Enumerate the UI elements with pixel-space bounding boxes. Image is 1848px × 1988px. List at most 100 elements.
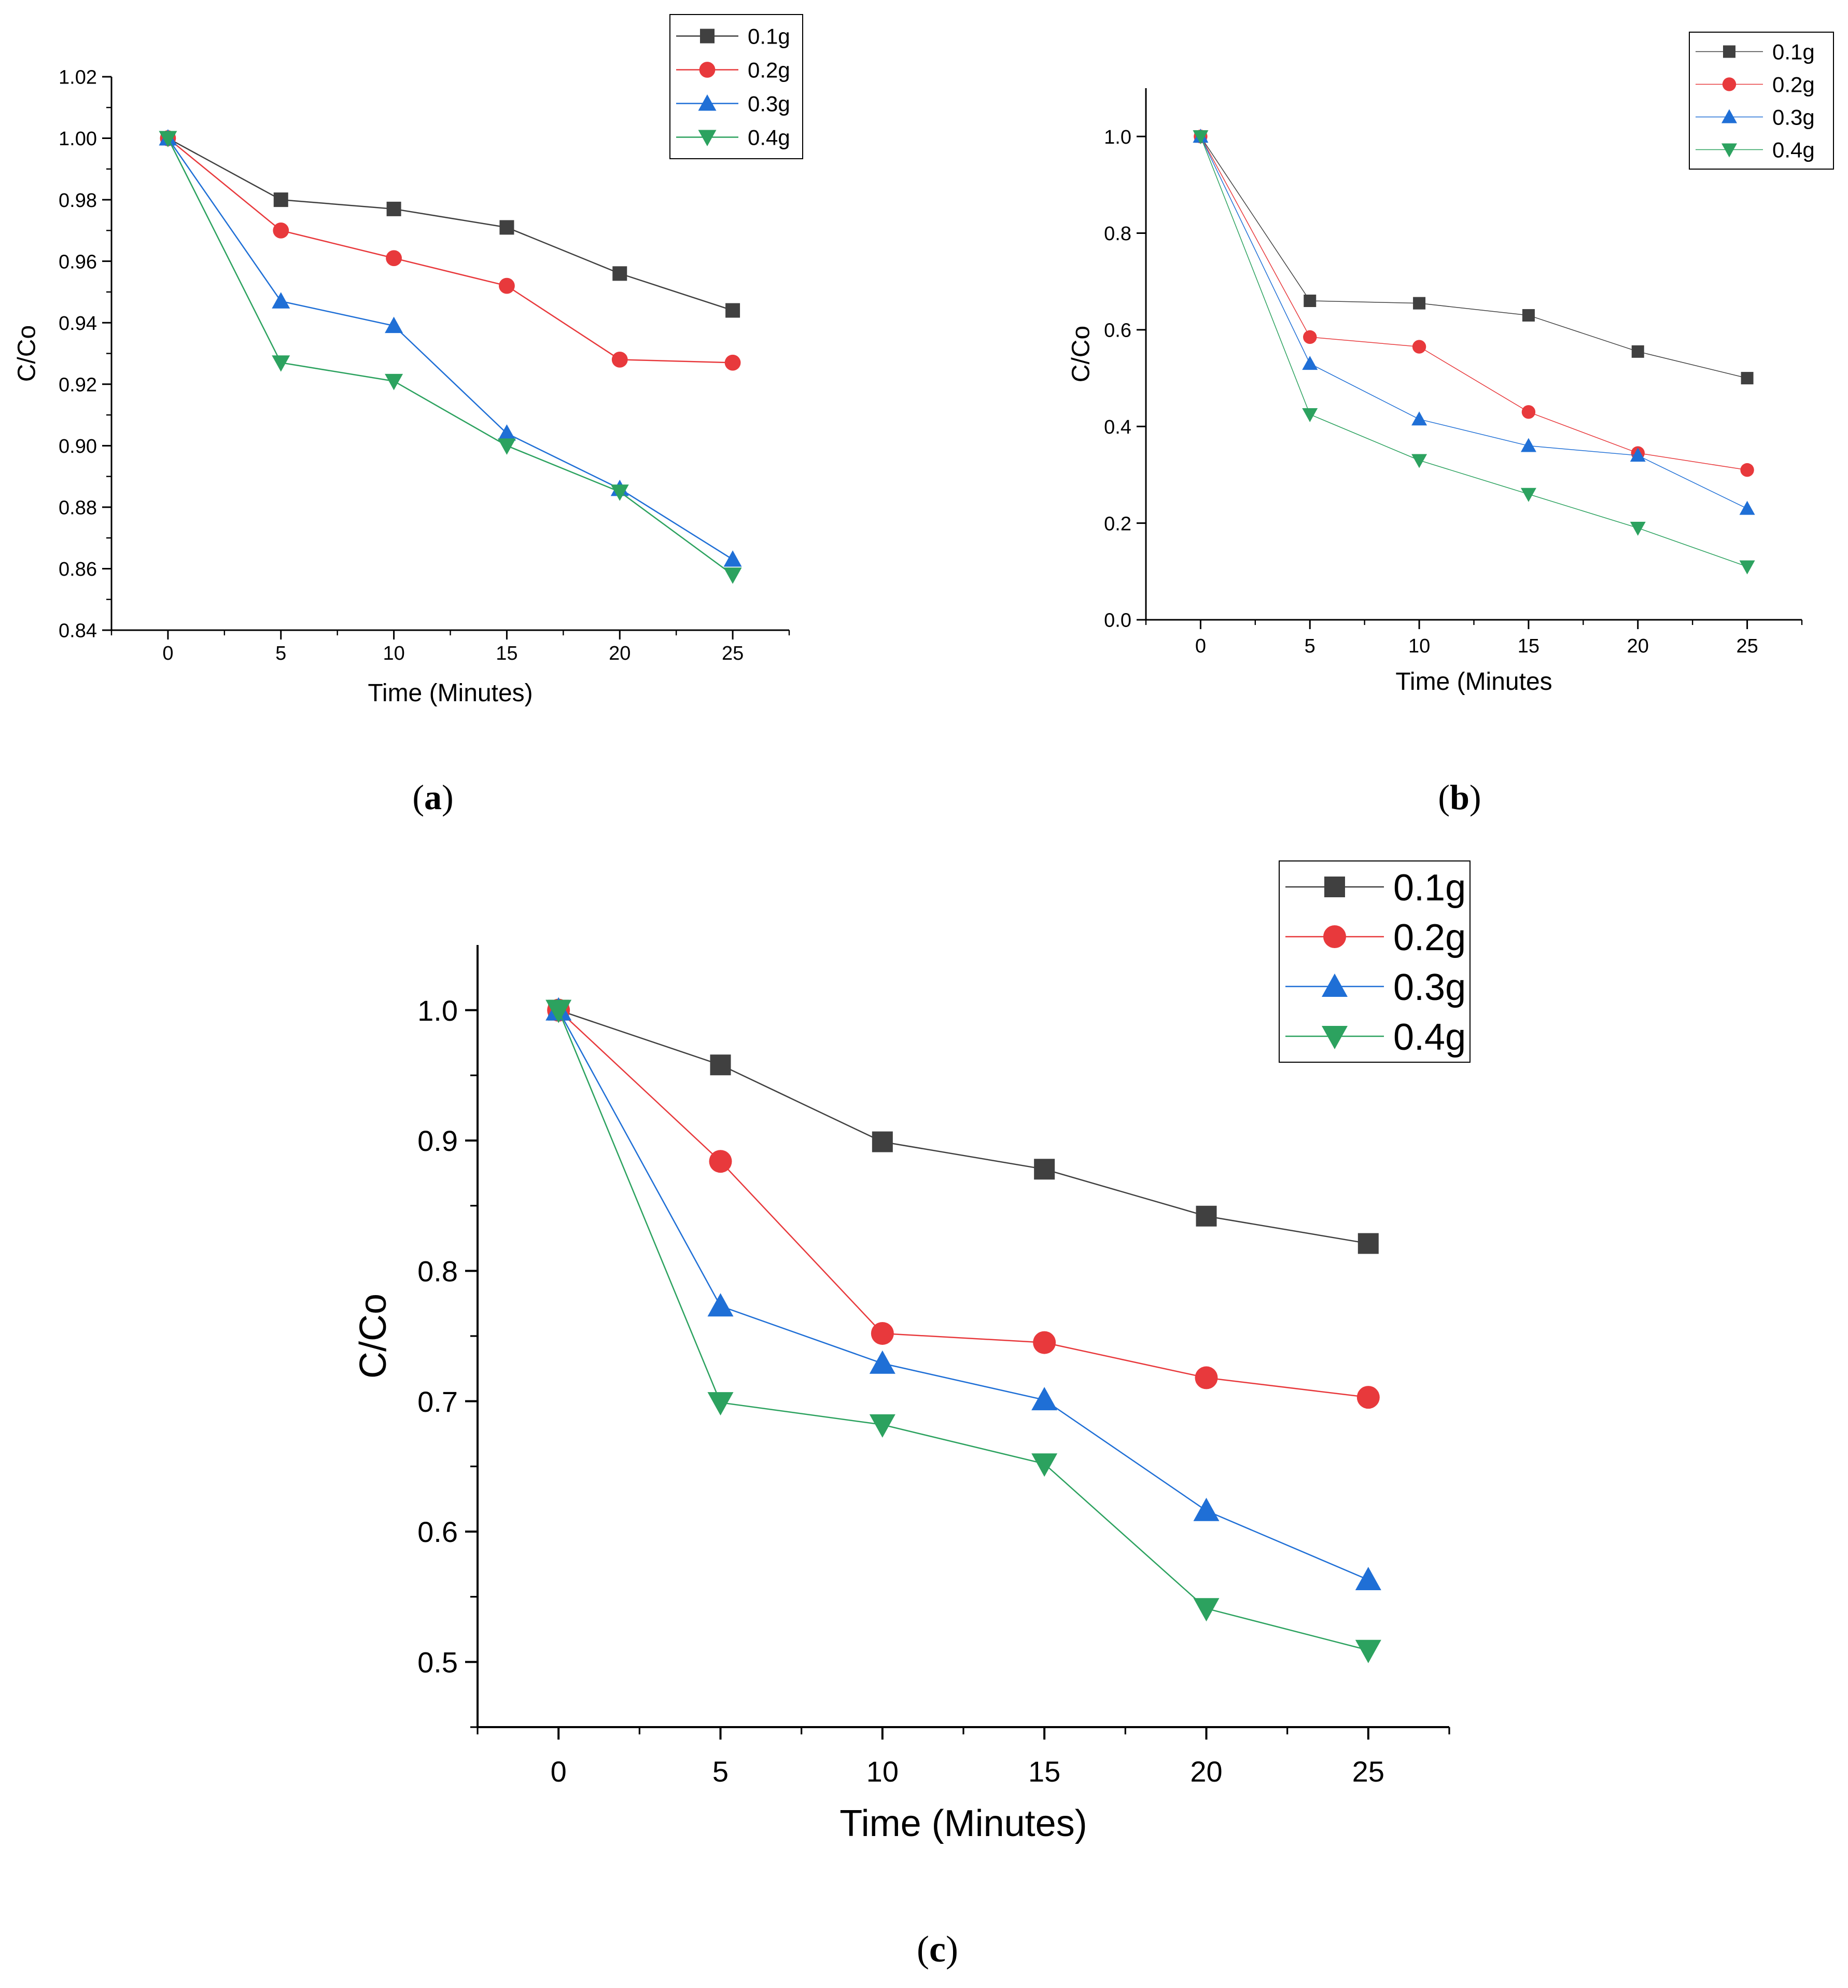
legend-box <box>669 14 803 159</box>
series-line-0.1g <box>1200 136 1747 379</box>
legend-label: 0.2g <box>1393 917 1466 958</box>
data-point <box>710 1054 731 1076</box>
series-0.3g <box>545 997 1381 1590</box>
caption-open: ( <box>1438 777 1450 817</box>
caption-letter: a <box>424 777 442 817</box>
data-point <box>1740 463 1754 477</box>
data-point <box>612 266 627 281</box>
legend-label: 0.4g <box>1772 138 1815 162</box>
data-point <box>273 222 289 239</box>
data-point <box>497 438 516 455</box>
series-0.3g <box>1193 129 1755 515</box>
x-axis-title: Time (Minutes <box>1395 668 1552 696</box>
y-tick-label: 0.9 <box>417 1124 458 1157</box>
y-tick-label: 0.0 <box>1104 610 1131 632</box>
data-point <box>1355 1566 1381 1590</box>
data-point <box>545 999 572 1023</box>
y-tick-label: 0.94 <box>59 313 97 335</box>
x-tick-label: 15 <box>1518 635 1539 657</box>
y-tick-label: 0.92 <box>59 374 97 396</box>
data-point <box>159 131 177 148</box>
data-point <box>871 1322 894 1345</box>
x-tick-label: 5 <box>1305 635 1315 657</box>
data-point <box>1411 454 1427 468</box>
legend-marker <box>1322 974 1348 997</box>
series-0.4g <box>159 131 742 584</box>
data-point <box>1193 1497 1220 1521</box>
data-point <box>1521 405 1536 419</box>
series-line-0.4g <box>167 137 733 576</box>
panel-caption: (b) <box>1438 777 1481 817</box>
data-point <box>1303 330 1317 344</box>
caption-close: ) <box>1469 777 1481 817</box>
legend-marker <box>1722 77 1737 91</box>
chart-panel-c: 0 5 10 15 20 25 0.5 0.6 0.7 0.8 0.9 1.0 Time (Minute… <box>353 860 1471 1970</box>
legend-label: 0.1g <box>748 24 790 49</box>
legend-label: 0.1g <box>1772 40 1815 64</box>
data-point <box>1413 297 1426 310</box>
series-line-0.1g <box>167 137 733 311</box>
x-tick-label: 20 <box>1627 635 1649 657</box>
legend-marker <box>698 94 717 111</box>
data-point <box>1196 1205 1217 1227</box>
data-point <box>1741 372 1754 385</box>
data-point <box>272 355 290 372</box>
legend-label: 0.3g <box>1772 105 1815 130</box>
x-tick-label: 20 <box>609 643 631 664</box>
legend-marker <box>1324 877 1345 897</box>
legend-label: 0.1g <box>1393 867 1466 909</box>
data-point <box>1522 309 1535 322</box>
legend-label: 0.4g <box>1393 1017 1466 1058</box>
y-tick-label: 0.8 <box>417 1255 458 1287</box>
y-tick-label: 0.88 <box>59 497 97 519</box>
caption-open: ( <box>917 1928 929 1970</box>
data-point <box>499 277 515 294</box>
series-line-0.3g <box>1200 136 1747 509</box>
y-tick-label: 0.84 <box>59 620 97 642</box>
legend-marker <box>698 130 717 146</box>
data-point <box>1195 1366 1218 1389</box>
y-tick-label: 1.0 <box>417 994 458 1027</box>
caption-close: ) <box>442 777 454 817</box>
series-0.1g <box>1194 130 1754 385</box>
legend-marker <box>1721 143 1737 158</box>
data-point <box>611 351 628 368</box>
legend-marker <box>1723 45 1735 58</box>
y-tick-label: 0.98 <box>59 190 97 212</box>
legend-marker <box>699 62 716 78</box>
y-tick-label: 0.5 <box>417 1646 458 1678</box>
caption-close: ) <box>946 1928 958 1970</box>
data-point <box>499 220 514 235</box>
series-line-0.4g <box>1200 136 1747 567</box>
legend-label: 0.4g <box>748 126 790 150</box>
data-point <box>707 1293 734 1317</box>
x-tick-label: 0 <box>551 1755 567 1788</box>
y-tick-label: 0.4 <box>1104 416 1131 438</box>
data-point <box>1356 1386 1380 1409</box>
x-tick-label: 25 <box>1352 1755 1384 1788</box>
series-0.2g <box>1194 129 1754 477</box>
y-tick-label: 0.6 <box>1104 320 1131 342</box>
legend: 0.1g 0.2g 0.3g 0.4g <box>1279 860 1471 1063</box>
series-line-0.2g <box>1200 136 1747 470</box>
data-point <box>869 1350 895 1374</box>
y-tick-label: 0.6 <box>417 1516 458 1548</box>
data-point <box>872 1131 893 1152</box>
y-axis-title: C/Co <box>353 1294 394 1379</box>
series-line-0.2g <box>558 1009 1368 1398</box>
data-point <box>497 424 516 441</box>
y-tick-label: 0.90 <box>59 436 97 457</box>
data-point <box>385 316 403 333</box>
series-0.1g <box>160 131 740 318</box>
data-point <box>725 303 740 318</box>
x-tick-label: 15 <box>1028 1755 1060 1788</box>
data-point <box>709 1150 732 1173</box>
data-point <box>723 550 742 567</box>
data-point <box>1411 411 1427 426</box>
caption-open: ( <box>412 777 424 817</box>
series-0.4g <box>545 999 1381 1663</box>
series-line-0.4g <box>558 1010 1369 1651</box>
y-tick-label: 0.7 <box>417 1385 458 1418</box>
series-0.4g <box>1193 130 1755 575</box>
legend-label: 0.3g <box>748 92 790 116</box>
